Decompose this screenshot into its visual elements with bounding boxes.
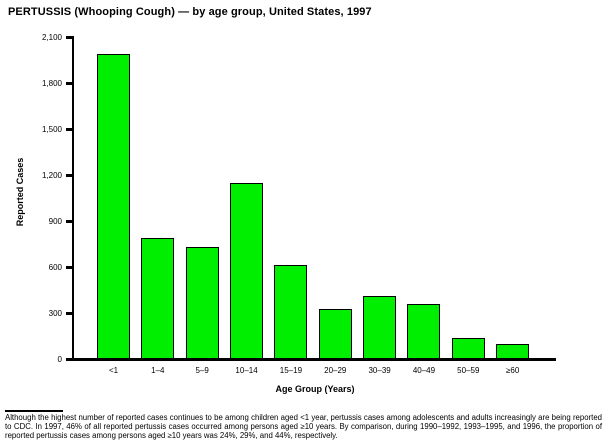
y-axis-tick-label: 0 bbox=[57, 354, 62, 364]
y-axis-tick-label: 300 bbox=[48, 308, 62, 318]
x-axis-category-label: 5–9 bbox=[195, 366, 209, 375]
x-axis-category-label: 1–4 bbox=[151, 366, 165, 375]
x-axis-category-label: 15–19 bbox=[279, 366, 303, 375]
y-axis-tick bbox=[66, 219, 72, 223]
bar-age-group-30–39 bbox=[363, 296, 397, 359]
bar-age-group-1–4 bbox=[141, 238, 175, 359]
x-axis-category-label: ≥60 bbox=[505, 366, 520, 375]
x-axis-category-label: 30–39 bbox=[368, 366, 391, 375]
y-axis-tick-label: 1,200 bbox=[41, 170, 62, 180]
y-axis-tick-label: 900 bbox=[48, 216, 62, 226]
x-axis-category-label: <1 bbox=[108, 366, 119, 375]
y-axis-tick-label: 2,100 bbox=[41, 32, 62, 42]
footnote-text: Although the highest number of reported … bbox=[5, 413, 602, 440]
x-axis-line bbox=[72, 358, 556, 361]
bar-age-group-5–9 bbox=[185, 247, 219, 359]
y-axis-tick bbox=[66, 81, 72, 85]
y-axis-tick-label: 600 bbox=[48, 262, 62, 272]
bar-age-group-10–14 bbox=[230, 183, 264, 359]
footnote-separator-rule bbox=[5, 410, 63, 412]
bar-age-group-15–19 bbox=[274, 265, 308, 359]
y-axis-tick bbox=[66, 311, 72, 315]
y-axis-tick-label: 1,800 bbox=[41, 78, 62, 88]
x-axis-category-label: 40–49 bbox=[412, 366, 436, 375]
y-axis-tick bbox=[66, 173, 72, 177]
y-axis-tick bbox=[66, 35, 72, 39]
y-axis-tick-label: 1,500 bbox=[41, 124, 62, 134]
y-axis-line bbox=[72, 36, 74, 360]
x-axis-category-label: 10–14 bbox=[235, 366, 258, 375]
bar-age-group-20–29 bbox=[318, 309, 352, 359]
bar-age-group-50–59 bbox=[451, 338, 485, 359]
y-axis-tick bbox=[66, 357, 72, 361]
chart-title: PERTUSSIS (Whooping Cough) — by age grou… bbox=[8, 6, 372, 18]
bar-age-group-≥60 bbox=[496, 344, 530, 359]
x-axis-title: Age Group (Years) bbox=[275, 384, 355, 394]
y-axis-title: Reported Cases bbox=[15, 157, 25, 227]
bar-age-group-<1 bbox=[97, 54, 130, 359]
x-axis-category-label: 50–59 bbox=[457, 366, 480, 375]
y-axis-tick bbox=[66, 265, 72, 269]
x-axis-category-label: 20–29 bbox=[324, 366, 347, 375]
y-axis-tick bbox=[66, 127, 72, 131]
bar-age-group-40–49 bbox=[407, 304, 441, 359]
